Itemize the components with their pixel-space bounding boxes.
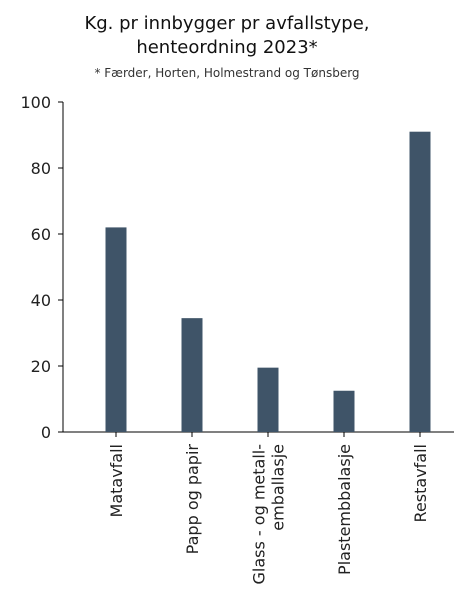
x-category-label: emballasje <box>269 444 288 531</box>
x-category-label: Matavfall <box>107 444 126 517</box>
x-category-label: Restavfall <box>411 444 430 522</box>
y-tick-label: 0 <box>41 423 51 442</box>
y-tick-label: 40 <box>31 291 51 310</box>
x-category-label: Plastembbalasje <box>335 444 354 575</box>
x-category-label: Glass - og metall- <box>250 444 269 584</box>
x-category-label: Papp og papir <box>183 444 202 555</box>
y-tick-label: 100 <box>20 93 51 112</box>
y-tick-label: 20 <box>31 357 51 376</box>
chart-title-line-2: henteordning 2023* <box>136 37 318 58</box>
bar-1 <box>105 227 127 432</box>
bar-2 <box>181 318 203 432</box>
chart-title: Kg. pr innbygger pr avfallstype, henteor… <box>0 12 454 60</box>
bar-5 <box>409 131 431 432</box>
chart-subtitle: * Færder, Horten, Holmestrand og Tønsber… <box>94 66 360 80</box>
y-tick-label: 60 <box>31 225 51 244</box>
bar-4 <box>333 390 355 432</box>
chart-title-line-1: Kg. pr innbygger pr avfallstype, <box>84 13 370 34</box>
bar-3 <box>257 367 279 432</box>
y-tick-label: 80 <box>31 159 51 178</box>
